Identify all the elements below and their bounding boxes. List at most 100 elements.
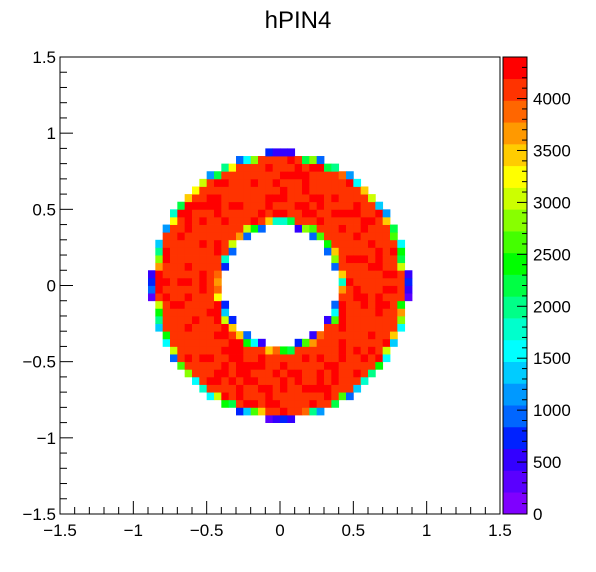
heatmap-cell	[214, 392, 222, 401]
heatmap-cell	[346, 315, 354, 324]
heatmap-cell	[404, 277, 413, 286]
heatmap-cell	[346, 171, 354, 180]
heatmap-cell	[331, 163, 340, 172]
heatmap-cell	[390, 285, 398, 294]
heatmap-cell	[236, 232, 244, 241]
heatmap-cell	[316, 399, 325, 408]
heatmap-cell	[324, 216, 332, 225]
x-tick-label: 1	[422, 521, 431, 540]
heatmap-cell	[206, 239, 215, 248]
heatmap-cell	[360, 270, 369, 279]
heatmap-cell	[331, 224, 340, 233]
heatmap-cell	[316, 194, 325, 203]
heatmap-cell	[170, 247, 178, 256]
heatmap-cell	[206, 247, 215, 256]
heatmap-cell	[221, 354, 230, 363]
heatmap-cell	[331, 323, 340, 332]
heatmap-cell	[294, 399, 303, 408]
heatmap-cell	[353, 361, 362, 370]
heatmap-cell	[162, 300, 171, 309]
heatmap-cell	[170, 323, 178, 332]
heatmap-cell	[221, 346, 230, 355]
heatmap-cell	[382, 270, 391, 279]
heatmap-cell	[338, 338, 347, 347]
heatmap-cell	[360, 216, 369, 225]
heatmap-cell	[382, 331, 391, 340]
heatmap-cell	[346, 361, 354, 370]
heatmap-cell	[214, 270, 222, 279]
heatmap-cell	[382, 262, 391, 271]
heatmap-cell	[346, 201, 354, 210]
heatmap-cell	[272, 156, 281, 165]
heatmap-cell	[353, 315, 362, 324]
heatmap-cell	[368, 194, 376, 203]
heatmap-cell	[390, 270, 398, 279]
heatmap-cell	[272, 376, 281, 385]
heatmap-cell	[221, 300, 230, 309]
heatmap-cell	[236, 201, 244, 210]
heatmap-cell	[258, 354, 266, 363]
heatmap-cell	[324, 171, 332, 180]
y-tick-label: −1.5	[22, 505, 56, 524]
heatmap-cell	[214, 384, 222, 393]
colorbar-segment	[503, 296, 527, 319]
heatmap-cell	[368, 361, 376, 370]
heatmap-cell	[162, 247, 171, 256]
heatmap-cell	[214, 277, 222, 286]
heatmap-cell	[265, 414, 274, 423]
heatmap-cell	[353, 384, 362, 393]
heatmap-cell	[331, 262, 340, 271]
heatmap-cell	[375, 224, 384, 233]
heatmap-cell	[199, 186, 208, 195]
heatmap-cell	[338, 384, 347, 393]
heatmap-cell	[221, 247, 230, 256]
heatmap-cell	[170, 285, 178, 294]
heatmap-cell	[382, 216, 391, 225]
heatmap-cell	[236, 376, 244, 385]
heatmap-cell	[375, 285, 384, 294]
heatmap-cell	[258, 399, 266, 408]
heatmap-cell	[397, 239, 406, 248]
heatmap-cell	[184, 285, 193, 294]
heatmap-cell	[258, 156, 266, 165]
heatmap-cell	[214, 239, 222, 248]
heatmap-cell	[214, 293, 222, 302]
heatmap-cell	[192, 255, 200, 264]
heatmap-cell	[155, 239, 164, 248]
heatmap-cell	[324, 361, 332, 370]
heatmap-cell	[162, 262, 171, 271]
heatmap-cell	[294, 163, 303, 172]
heatmap-cell	[360, 315, 369, 324]
heatmap-cell	[368, 285, 376, 294]
heatmap-cell	[184, 201, 193, 210]
heatmap-cell	[265, 346, 274, 355]
heatmap-cell	[331, 399, 340, 408]
heatmap-cell	[346, 308, 354, 317]
heatmap-cell	[243, 407, 252, 416]
heatmap-cell	[177, 361, 186, 370]
heatmap-cell	[346, 216, 354, 225]
heatmap-cell	[397, 277, 406, 286]
heatmap-cell	[272, 171, 281, 180]
heatmap-cell	[258, 376, 266, 385]
heatmap-cell	[368, 224, 376, 233]
heatmap-cell	[236, 354, 244, 363]
heatmap-cell	[294, 186, 303, 195]
heatmap-cell	[353, 194, 362, 203]
heatmap-cell	[324, 392, 332, 401]
heatmap-cell	[294, 376, 303, 385]
heatmap-cell	[294, 354, 303, 363]
heatmap-cell	[368, 331, 376, 340]
heatmap-cell	[206, 255, 215, 264]
heatmap-cell	[287, 163, 296, 172]
heatmap-cell	[346, 262, 354, 271]
colorbar-segment	[503, 318, 527, 341]
heatmap-cell	[316, 216, 325, 225]
heatmap-cell	[338, 239, 347, 248]
heatmap-cell	[228, 209, 237, 218]
heatmap-cell	[331, 247, 340, 256]
heatmap-cell	[280, 399, 288, 408]
heatmap-cell	[265, 216, 274, 225]
heatmap-cell	[294, 178, 303, 187]
colorbar-tick-label: 2500	[533, 245, 571, 264]
